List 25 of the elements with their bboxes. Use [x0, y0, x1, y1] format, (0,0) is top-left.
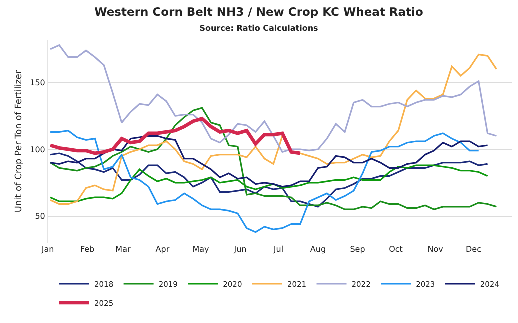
x-tick-label: Nov [428, 245, 444, 254]
line-series [50, 135, 489, 188]
x-tick-label: May [192, 245, 210, 254]
x-tick-label: Apr [156, 245, 170, 254]
x-tick-label: Feb [80, 245, 95, 254]
line-series [50, 54, 498, 206]
x-tick-label: Aug [310, 245, 326, 254]
line-series [50, 44, 498, 153]
x-tick-label: Sep [350, 245, 366, 254]
line-series [50, 152, 489, 208]
x-tick-label: Oct [389, 245, 403, 254]
line-series [50, 107, 498, 210]
chart-title: Western Corn Belt NH3 / New Crop KC Wheat Ratio [94, 5, 424, 20]
y-axis-title: Unit of Crop Per Ton of Fertilizer [14, 70, 24, 213]
line-series [48, 117, 302, 156]
y-tick-label: 100 [30, 145, 46, 154]
x-tick-label: Dec [466, 245, 482, 254]
line-series [50, 130, 480, 234]
y-tick-label: 50 [35, 212, 46, 222]
x-tick-label: Jun [233, 245, 247, 254]
y-tick-label: 150 [30, 78, 46, 88]
chart-subtitle: Source: Ratio Calculations [200, 24, 319, 34]
x-tick-label: Jul [272, 245, 284, 254]
x-tick-label: Jan [40, 245, 54, 254]
x-tick-label: Mar [116, 245, 132, 254]
